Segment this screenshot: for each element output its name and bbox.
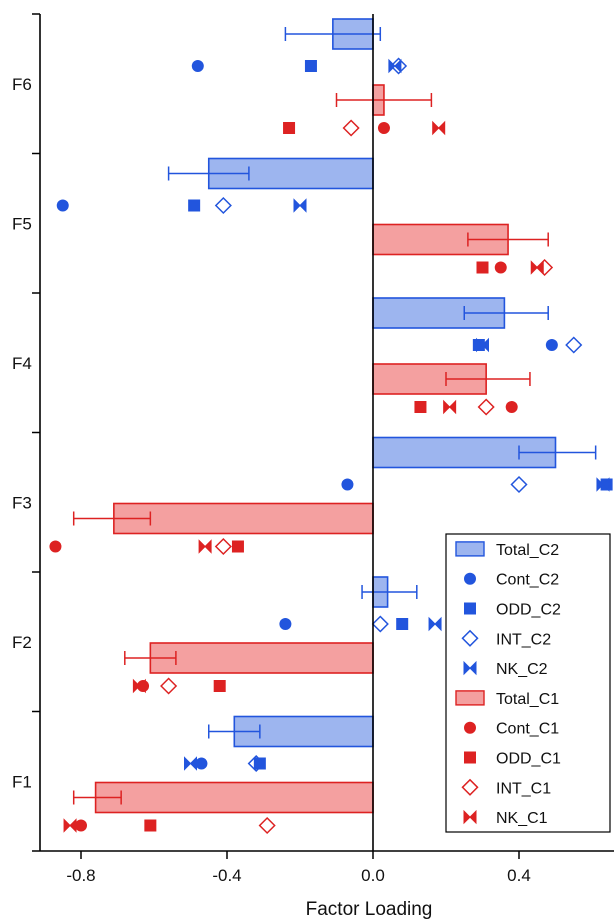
point-nk-c2-f5 xyxy=(294,200,306,212)
point-int-c1-f4 xyxy=(479,400,494,415)
point-nk-c1-f1 xyxy=(64,820,76,832)
point-cont-c1-f1 xyxy=(75,820,87,832)
factor-label-f5: F5 xyxy=(12,214,32,233)
legend-label: Total_C1 xyxy=(496,691,559,708)
legend-label: NK_C2 xyxy=(496,661,548,678)
point-int-c1-f3 xyxy=(216,539,231,554)
point-cont-c1-f6 xyxy=(378,122,390,134)
point-int-c1-f2 xyxy=(161,679,176,694)
legend-label: INT_C2 xyxy=(496,631,551,648)
factor-label-f2: F2 xyxy=(12,633,32,652)
bar-total-c1-f3 xyxy=(114,504,373,534)
point-cont-c1-f3 xyxy=(49,541,61,553)
point-nk-c2-f1 xyxy=(185,758,197,770)
point-int-c2-f3 xyxy=(512,477,527,492)
legend-label: ODD_C2 xyxy=(496,602,561,619)
point-odd-c1-f3 xyxy=(232,541,244,553)
factor-label-f3: F3 xyxy=(12,493,32,512)
point-int-c2-f4 xyxy=(566,338,581,353)
point-int-c1-f1 xyxy=(260,818,275,833)
legend-label: Cont_C2 xyxy=(496,572,559,589)
x-tick-label: -0.4 xyxy=(212,866,241,885)
factor-label-f6: F6 xyxy=(12,75,32,94)
legend-label: Cont_C1 xyxy=(496,721,559,738)
point-odd-c1-f1 xyxy=(144,820,156,832)
legend-label: ODD_C1 xyxy=(496,751,561,768)
legend: Total_C2 Cont_C2 ODD_C2 INT_C2 NK_C2 Total_C1… xyxy=(446,534,610,832)
legend-marker xyxy=(464,603,476,615)
point-nk-c1-f5 xyxy=(531,262,543,274)
point-odd-c2-f5 xyxy=(188,200,200,212)
point-nk-c1-f4 xyxy=(444,401,456,413)
point-cont-c2-f2 xyxy=(279,618,291,630)
point-odd-c2-f6 xyxy=(305,60,317,72)
legend-label: Total_C2 xyxy=(496,542,559,559)
factor-label-f1: F1 xyxy=(12,772,32,791)
bar-total-c1-f2 xyxy=(150,643,373,673)
factor-label-f4: F4 xyxy=(12,354,32,373)
x-tick-label: 0.4 xyxy=(507,866,531,885)
legend-swatch xyxy=(456,691,484,705)
x-axis-title: Factor Loading xyxy=(306,899,433,920)
point-int-c1-f6 xyxy=(344,121,359,136)
point-cont-c2-f4 xyxy=(546,339,558,351)
point-odd-c1-f2 xyxy=(214,680,226,692)
legend-swatch xyxy=(456,542,484,556)
point-cont-c2-f6 xyxy=(192,60,204,72)
point-cont-c2-f3 xyxy=(341,479,353,491)
point-cont-c1-f4 xyxy=(506,401,518,413)
point-cont-c2-f5 xyxy=(57,200,69,212)
legend-label: NK_C1 xyxy=(496,810,548,827)
point-nk-c2-f2 xyxy=(429,618,441,630)
x-tick-label: 0.0 xyxy=(361,866,385,885)
point-cont-c1-f5 xyxy=(495,262,507,274)
legend-label: INT_C1 xyxy=(496,780,551,797)
point-nk-c1-f6 xyxy=(433,122,445,134)
point-odd-c1-f5 xyxy=(477,262,489,274)
point-odd-c2-f2 xyxy=(396,618,408,630)
point-cont-c2-f1 xyxy=(195,758,207,770)
point-int-c2-f2 xyxy=(373,617,388,632)
point-int-c2-f5 xyxy=(216,198,231,213)
legend-marker xyxy=(464,752,476,764)
legend-marker xyxy=(464,722,476,734)
point-odd-c1-f4 xyxy=(414,401,426,413)
bar-total-c1-f1 xyxy=(96,783,373,813)
legend-marker xyxy=(464,573,476,585)
point-nk-c1-f3 xyxy=(199,541,211,553)
x-tick-label: -0.8 xyxy=(66,866,95,885)
point-odd-c1-f6 xyxy=(283,122,295,134)
